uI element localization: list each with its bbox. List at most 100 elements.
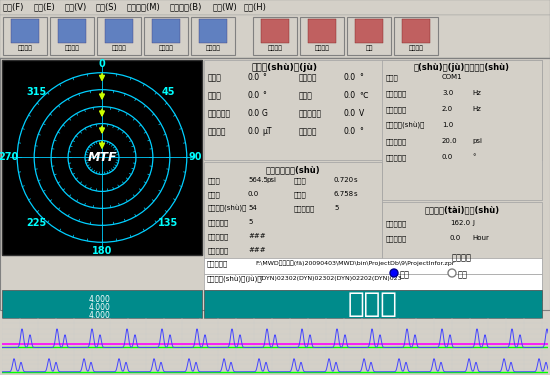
Text: 0.0: 0.0 — [344, 91, 356, 100]
Text: 井斜：: 井斜： — [208, 73, 222, 82]
Text: 探管標定: 探管標定 — [206, 45, 221, 51]
Text: 脈寬：: 脈寬： — [294, 177, 307, 184]
Text: 6.758: 6.758 — [334, 191, 354, 197]
Text: 0.0: 0.0 — [442, 154, 453, 160]
Text: °: ° — [262, 73, 266, 82]
Text: 總磁場：: 總磁場： — [208, 127, 227, 136]
Text: Hz: Hz — [472, 106, 481, 112]
Bar — [300, 17, 344, 55]
Text: 通信設置: 通信設置 — [158, 45, 173, 51]
Text: 能量消耗：: 能量消耗： — [386, 220, 407, 226]
Text: 磁傾角：: 磁傾角： — [299, 127, 317, 136]
Text: 0: 0 — [98, 59, 106, 69]
Text: 開泵時間：: 開泵時間： — [208, 233, 229, 240]
Text: 脈沖閾值：: 脈沖閾值： — [386, 138, 407, 145]
Bar — [204, 258, 542, 274]
Text: ###: ### — [248, 247, 266, 253]
Text: 司显(W): 司显(W) — [212, 2, 237, 11]
Text: J: J — [472, 220, 474, 226]
Text: 打開工程: 打開工程 — [64, 45, 80, 51]
Text: 關泵時間：: 關泵時間： — [208, 247, 229, 254]
Text: psi: psi — [472, 138, 482, 144]
Text: 用戶手冊: 用戶手冊 — [409, 45, 424, 51]
Text: 工具面：: 工具面： — [299, 73, 317, 82]
Circle shape — [448, 269, 456, 277]
Bar — [204, 290, 542, 318]
Text: 新建工程: 新建工程 — [18, 45, 32, 51]
Text: 保存工程: 保存工程 — [112, 45, 126, 51]
Text: 實測: 實測 — [458, 270, 468, 279]
Text: G: G — [262, 109, 268, 118]
Text: 方位：: 方位： — [208, 91, 222, 100]
Text: 162.0: 162.0 — [450, 220, 470, 226]
Text: COM1: COM1 — [442, 74, 463, 80]
Text: 135: 135 — [158, 219, 178, 228]
Bar — [58, 19, 86, 43]
Text: °: ° — [359, 73, 363, 82]
Text: psi: psi — [266, 177, 276, 183]
Text: 文件(F): 文件(F) — [3, 2, 24, 11]
Text: 脈沖序號：: 脈沖序號： — [208, 219, 229, 226]
Text: ℃: ℃ — [359, 91, 367, 100]
Bar — [394, 17, 438, 55]
Text: 0.0: 0.0 — [344, 127, 356, 136]
Text: 帮助(H): 帮助(H) — [243, 2, 266, 11]
Bar — [382, 60, 542, 200]
Text: 軟件濾波：: 軟件濾波： — [386, 90, 407, 97]
Bar — [105, 19, 133, 43]
Text: °: ° — [359, 127, 363, 136]
Text: 設置(S): 設置(S) — [96, 2, 118, 11]
Text: 編輯(E): 編輯(E) — [34, 2, 56, 11]
Text: 空寬：: 空寬： — [294, 191, 307, 198]
Bar — [204, 274, 542, 290]
Text: Hz: Hz — [472, 90, 481, 96]
Text: 4.000: 4.000 — [89, 303, 111, 312]
Bar — [0, 15, 550, 58]
Bar — [253, 17, 297, 55]
Text: 90: 90 — [189, 153, 202, 162]
Text: 司显調試: 司显調試 — [315, 45, 329, 51]
Text: 4.000: 4.000 — [89, 295, 111, 304]
Text: 泵壓：: 泵壓： — [208, 177, 221, 184]
Text: 564.5: 564.5 — [248, 177, 268, 183]
Text: 0.0: 0.0 — [344, 109, 356, 118]
Text: 電池電壓：: 電池電壓： — [299, 109, 322, 118]
Text: 總重力場：: 總重力場： — [208, 109, 231, 118]
Text: 54: 54 — [248, 205, 257, 211]
Text: 運行時間：: 運行時間： — [386, 235, 407, 242]
Text: 0.0: 0.0 — [248, 73, 260, 82]
Text: 20.0: 20.0 — [442, 138, 458, 144]
Text: 2.0: 2.0 — [442, 106, 453, 112]
Text: 3.0: 3.0 — [442, 90, 453, 96]
Text: 0.720: 0.720 — [334, 177, 354, 183]
Text: 關于: 關于 — [365, 45, 373, 51]
Bar — [261, 19, 289, 43]
Text: 硬件濾波：: 硬件濾波： — [386, 106, 407, 112]
Bar — [11, 19, 39, 43]
Text: 測量數(shù)據(jù): 測量數(shù)據(jù) — [251, 63, 317, 72]
Bar — [2, 60, 202, 255]
Text: 脈沖總數(shù)：: 脈沖總數(shù)： — [208, 205, 248, 212]
Text: 工程文件：: 工程文件： — [207, 260, 228, 267]
Text: 端口：: 端口： — [386, 74, 399, 81]
Text: 手工處理: 手工處理 — [267, 45, 283, 51]
Text: 1.0: 1.0 — [442, 122, 453, 128]
Bar — [3, 17, 47, 55]
Text: 45: 45 — [161, 87, 175, 96]
Text: 電池余量(B): 電池余量(B) — [169, 2, 202, 11]
Text: 測量方式: 測量方式 — [452, 253, 472, 262]
Bar — [50, 17, 94, 55]
Bar — [144, 17, 188, 55]
Text: °: ° — [472, 154, 476, 160]
Text: 測試: 測試 — [400, 270, 410, 279]
Text: 225: 225 — [26, 219, 46, 228]
Text: s: s — [354, 191, 358, 197]
Text: 視圖(V): 視圖(V) — [65, 2, 87, 11]
Text: 0.0: 0.0 — [248, 127, 260, 136]
Text: 脈沖：: 脈沖： — [208, 191, 221, 198]
Text: MTF: MTF — [87, 151, 117, 164]
Bar — [97, 17, 141, 55]
Text: Hour: Hour — [472, 235, 489, 241]
Bar — [308, 19, 336, 43]
Text: μT: μT — [262, 127, 272, 136]
